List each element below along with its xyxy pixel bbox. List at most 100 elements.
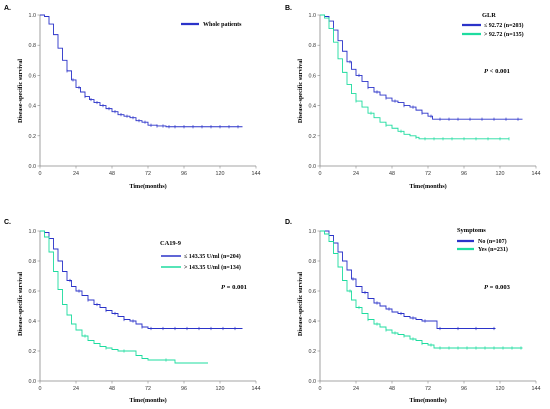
panel-a-x-tick-label: 120 xyxy=(216,171,225,177)
panel-c-legend-label-0: ≤ 143.35 U/ml (n=204) xyxy=(184,253,241,260)
panel-c-x-tick-label: 0 xyxy=(39,386,42,392)
panel-d-y-axis-title: Disease-specific survival xyxy=(297,272,304,336)
panel-d-y-tick-label: 1.0 xyxy=(309,229,317,235)
panel-a-x-tick-label: 48 xyxy=(109,171,115,177)
panel-a: A. Disease-specific survival Time(months… xyxy=(4,5,261,190)
panel-a-letter: A. xyxy=(4,5,11,12)
panel-d-series-0-curve xyxy=(320,230,496,329)
panel-b-y-axis-title: Disease-specific survival xyxy=(297,59,304,123)
panel-b-y-tick-label: 0.6 xyxy=(309,73,317,79)
panel-d-x-tick-label: 48 xyxy=(389,386,395,392)
panel-c-legend-title: CA19-9 xyxy=(160,240,181,247)
panel-d-x-tick-label: 24 xyxy=(353,386,359,392)
panel-b-letter: B. xyxy=(285,5,292,12)
panel-d-letter: D. xyxy=(285,219,292,226)
panel-c-x-tick-label: 144 xyxy=(252,386,261,392)
panel-a-legend-label-0: Whole patients xyxy=(203,22,242,28)
panel-c-x-tick-label: 48 xyxy=(109,386,115,392)
panel-d-y-tick-label: 0.0 xyxy=(309,379,317,385)
panel-a-y-tick-label: 0.6 xyxy=(29,73,37,79)
panel-b-y-tick-label: 0.2 xyxy=(309,134,317,140)
panel-c-ticks: 0 24 48 72 96 120 144 0.0 0.2 0.4 0.6 0.8 1.0 xyxy=(29,229,261,392)
panel-a-x-tick-label: 144 xyxy=(252,171,261,177)
panel-d-y-tick-label: 0.6 xyxy=(309,289,317,295)
panel-b-x-tick-label: 0 xyxy=(319,171,322,177)
panel-d-x-tick-label: 72 xyxy=(425,386,431,392)
panel-c-x-tick-label: 72 xyxy=(145,386,151,392)
panel-d-y-tick-label: 0.2 xyxy=(309,349,317,355)
panel-c-x-tick-label: 96 xyxy=(181,386,187,392)
panel-c-plot xyxy=(40,230,243,364)
panel-a-x-tick-label: 96 xyxy=(181,171,187,177)
panel-a-x-tick-label: 0 xyxy=(39,171,42,177)
panel-d-x-tick-label: 96 xyxy=(461,386,467,392)
panel-b-x-tick-label: 96 xyxy=(461,171,467,177)
panel-d-legend-label-1: Yes (n=231) xyxy=(478,246,508,253)
panel-a-legend: Whole patients xyxy=(181,22,242,28)
panel-d-series-1-curve xyxy=(320,230,523,349)
panel-c-letter: C. xyxy=(4,219,11,226)
panel-a-y-tick-label: 1.0 xyxy=(29,13,37,19)
panel-c-y-tick-label: 0.2 xyxy=(29,349,37,355)
panel-c-y-tick-label: 0.6 xyxy=(29,289,37,295)
panel-d-axes xyxy=(319,231,536,382)
panel-a-series-0-curve xyxy=(40,14,243,128)
panel-b-legend: GLR ≤ 92.72 (n=203) > 92.72 (n=135) xyxy=(462,12,524,38)
panel-c-series-1-curve xyxy=(40,230,208,364)
panel-a-plot xyxy=(40,14,243,129)
panel-a-y-tick-label: 0.0 xyxy=(29,164,37,170)
panel-a-y-tick-label: 0.8 xyxy=(29,43,37,49)
panel-a-axes xyxy=(39,15,256,167)
panel-c: C. Disease-specific survival Time(months… xyxy=(4,219,261,404)
panel-b-x-axis-title: Time(months) xyxy=(409,183,446,190)
panel-c-x-axis-title: Time(months) xyxy=(129,397,166,404)
panel-a-ticks: 0 24 48 72 96 120 144 0.0 0.2 0.4 0.6 0.8 1.0 xyxy=(29,13,261,177)
panel-b-y-tick-label: 0.8 xyxy=(309,43,317,49)
panel-c-y-tick-label: 0.0 xyxy=(29,379,37,385)
panel-a-y-tick-label: 0.2 xyxy=(29,134,37,140)
panel-c-series-0-curve xyxy=(40,230,243,329)
panel-c-y-tick-label: 0.4 xyxy=(29,319,37,325)
panel-c-legend-label-1: > 143.35 U/ml (n=134) xyxy=(184,264,241,271)
panel-d: D. Disease-specific survival Time(months… xyxy=(285,219,541,404)
panel-b-x-tick-label: 48 xyxy=(389,171,395,177)
panel-b-x-tick-label: 144 xyxy=(532,171,541,177)
panel-d-y-tick-label: 0.4 xyxy=(309,319,317,325)
panel-c-y-axis-title: Disease-specific survival xyxy=(17,272,24,336)
panel-d-legend-title: Symptoms xyxy=(457,227,486,234)
panel-c-p-value: P = 0.001 xyxy=(221,284,247,291)
panel-c-y-tick-label: 1.0 xyxy=(29,229,37,235)
panel-d-plot xyxy=(320,230,523,350)
panel-c-legend: CA19-9 ≤ 143.35 U/ml (n=204) > 143.35 U/… xyxy=(160,240,241,271)
panel-a-y-axis-title: Disease-specific survival xyxy=(17,59,24,123)
panel-b-x-tick-label: 24 xyxy=(353,171,359,177)
panel-c-x-tick-label: 24 xyxy=(73,386,79,392)
panel-b-legend-label-0: ≤ 92.72 (n=203) xyxy=(484,22,524,29)
panel-b-y-tick-label: 0.0 xyxy=(309,164,317,170)
panel-b-series-0-curve xyxy=(320,14,523,120)
panel-b-x-tick-label: 72 xyxy=(425,171,431,177)
panel-a-x-tick-label: 72 xyxy=(145,171,151,177)
panel-b-y-tick-label: 0.4 xyxy=(309,104,317,110)
panel-b-legend-title: GLR xyxy=(482,12,496,19)
panel-b-plot xyxy=(320,14,523,141)
panel-d-x-tick-label: 144 xyxy=(532,386,541,392)
panel-d-legend: Symptoms No (n=107) Yes (n=231) xyxy=(457,227,508,253)
panel-a-y-tick-label: 0.4 xyxy=(29,104,37,110)
panel-b-y-tick-label: 1.0 xyxy=(309,13,317,19)
panel-d-y-tick-label: 0.8 xyxy=(309,259,317,265)
panel-b-x-tick-label: 120 xyxy=(496,171,505,177)
panel-b-ticks: 0 24 48 72 96 120 144 0.0 0.2 0.4 0.6 0.8 1.0 xyxy=(309,13,541,177)
panel-b: B. Disease-specific survival Time(months… xyxy=(285,5,541,190)
panel-c-x-tick-label: 120 xyxy=(216,386,225,392)
panel-a-x-tick-label: 24 xyxy=(73,171,79,177)
panel-d-x-tick-label: 120 xyxy=(496,386,505,392)
panel-d-legend-label-0: No (n=107) xyxy=(478,238,507,245)
panel-c-y-tick-label: 0.8 xyxy=(29,259,37,265)
panel-b-legend-label-1: > 92.72 (n=135) xyxy=(484,31,524,38)
panel-d-p-value: P = 0.003 xyxy=(484,284,511,291)
panel-d-x-tick-label: 0 xyxy=(319,386,322,392)
panel-d-ticks: 0 24 48 72 96 120 144 0.0 0.2 0.4 0.6 0.8 1.0 xyxy=(309,229,541,392)
panel-a-x-axis-title: Time(months) xyxy=(129,183,166,190)
